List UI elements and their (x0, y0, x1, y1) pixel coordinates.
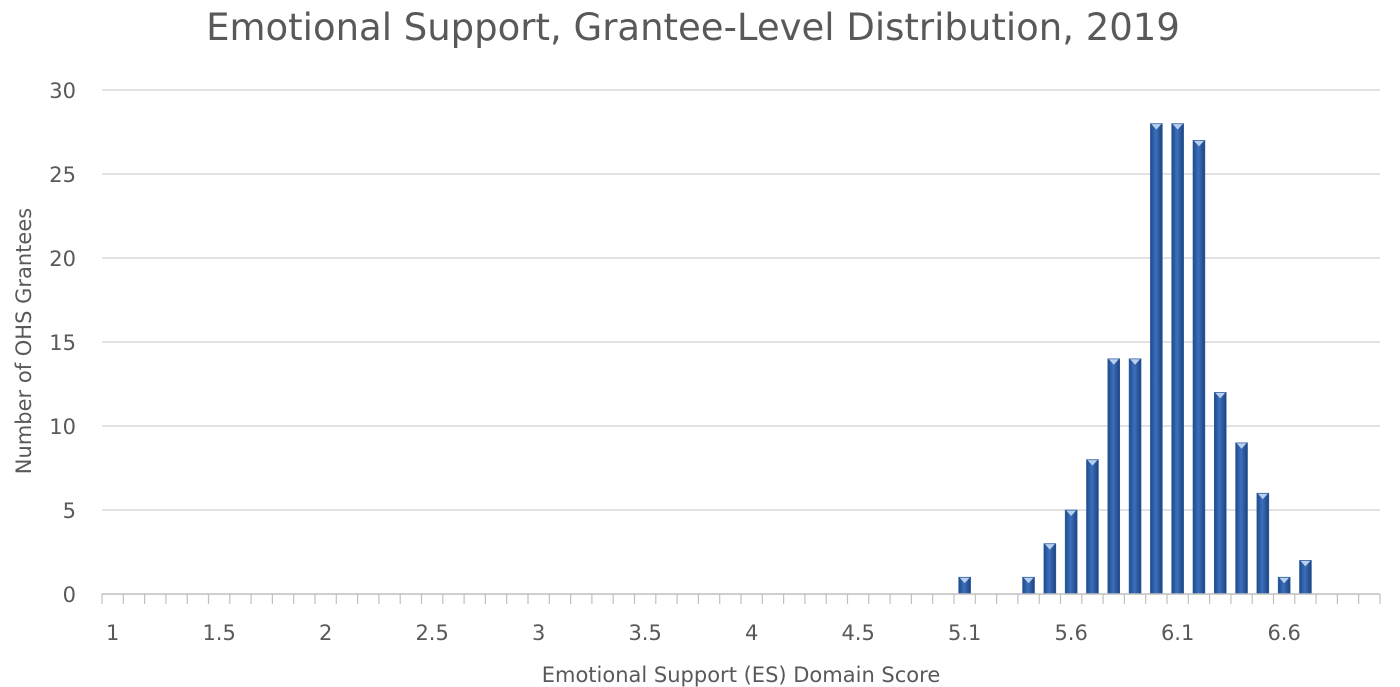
x-tick-label: 5.6 (1054, 621, 1087, 645)
x-tick-label: 3.5 (628, 621, 661, 645)
bar (1086, 459, 1099, 595)
x-tick-label: 1.5 (202, 621, 235, 645)
bar-cap (1044, 544, 1055, 550)
bar (1235, 442, 1248, 595)
bar-cap (1193, 140, 1204, 147)
bar-cap (1108, 359, 1119, 365)
y-axis-label: Number of OHS Grantees (12, 208, 36, 474)
bar-cap (1215, 392, 1226, 399)
x-tick-label: 1 (106, 621, 119, 645)
bar (1150, 123, 1163, 595)
x-tick-label: 6.1 (1161, 621, 1194, 645)
x-tick-label: 4 (745, 621, 758, 645)
y-tick-label: 25 (49, 163, 76, 187)
bar (1256, 492, 1270, 595)
bar-cap (1300, 560, 1311, 567)
bar-cap (1130, 359, 1141, 365)
bar-cap (1172, 124, 1183, 130)
bar (1043, 543, 1057, 595)
bars (958, 123, 1312, 595)
bar (1128, 358, 1142, 595)
y-tick-label: 0 (63, 583, 76, 607)
y-tick-labels: 0 5 10 15 20 25 30 (49, 79, 76, 607)
bar (1064, 509, 1078, 595)
gridlines (102, 89, 1380, 511)
x-tick-label: 5.1 (948, 621, 981, 645)
bar-cap (1066, 510, 1077, 516)
bar (1171, 123, 1184, 595)
bar-cap (1087, 460, 1098, 466)
x-tick-label: 2 (319, 621, 332, 645)
bar (1107, 358, 1121, 595)
bar-cap (1236, 443, 1247, 449)
x-tick-labels: 1 1.5 2 2.5 3 3.5 4 4.5 5.1 5.6 6.1 6.6 (106, 621, 1301, 645)
y-tick-label: 10 (49, 415, 76, 439)
x-tick-label: 6.6 (1267, 621, 1300, 645)
bar-cap (1151, 124, 1162, 130)
x-axis (101, 593, 1381, 604)
x-tick-label: 4.5 (841, 621, 874, 645)
y-tick-label: 30 (49, 79, 76, 103)
bar-cap (1257, 493, 1268, 500)
bar-cap (959, 577, 970, 584)
bar-cap (1023, 577, 1034, 584)
y-tick-label: 15 (49, 331, 76, 355)
y-tick-label: 20 (49, 247, 76, 271)
x-tick-label: 3 (532, 621, 545, 645)
x-tick-label: 2.5 (415, 621, 448, 645)
bar (1192, 140, 1206, 595)
x-axis-label: Emotional Support (ES) Domain Score (542, 663, 941, 687)
chart-title: Emotional Support, Grantee-Level Distrib… (206, 6, 1180, 49)
y-tick-label: 5 (63, 499, 76, 523)
bar (1213, 392, 1227, 595)
bar-cap (1279, 577, 1290, 584)
